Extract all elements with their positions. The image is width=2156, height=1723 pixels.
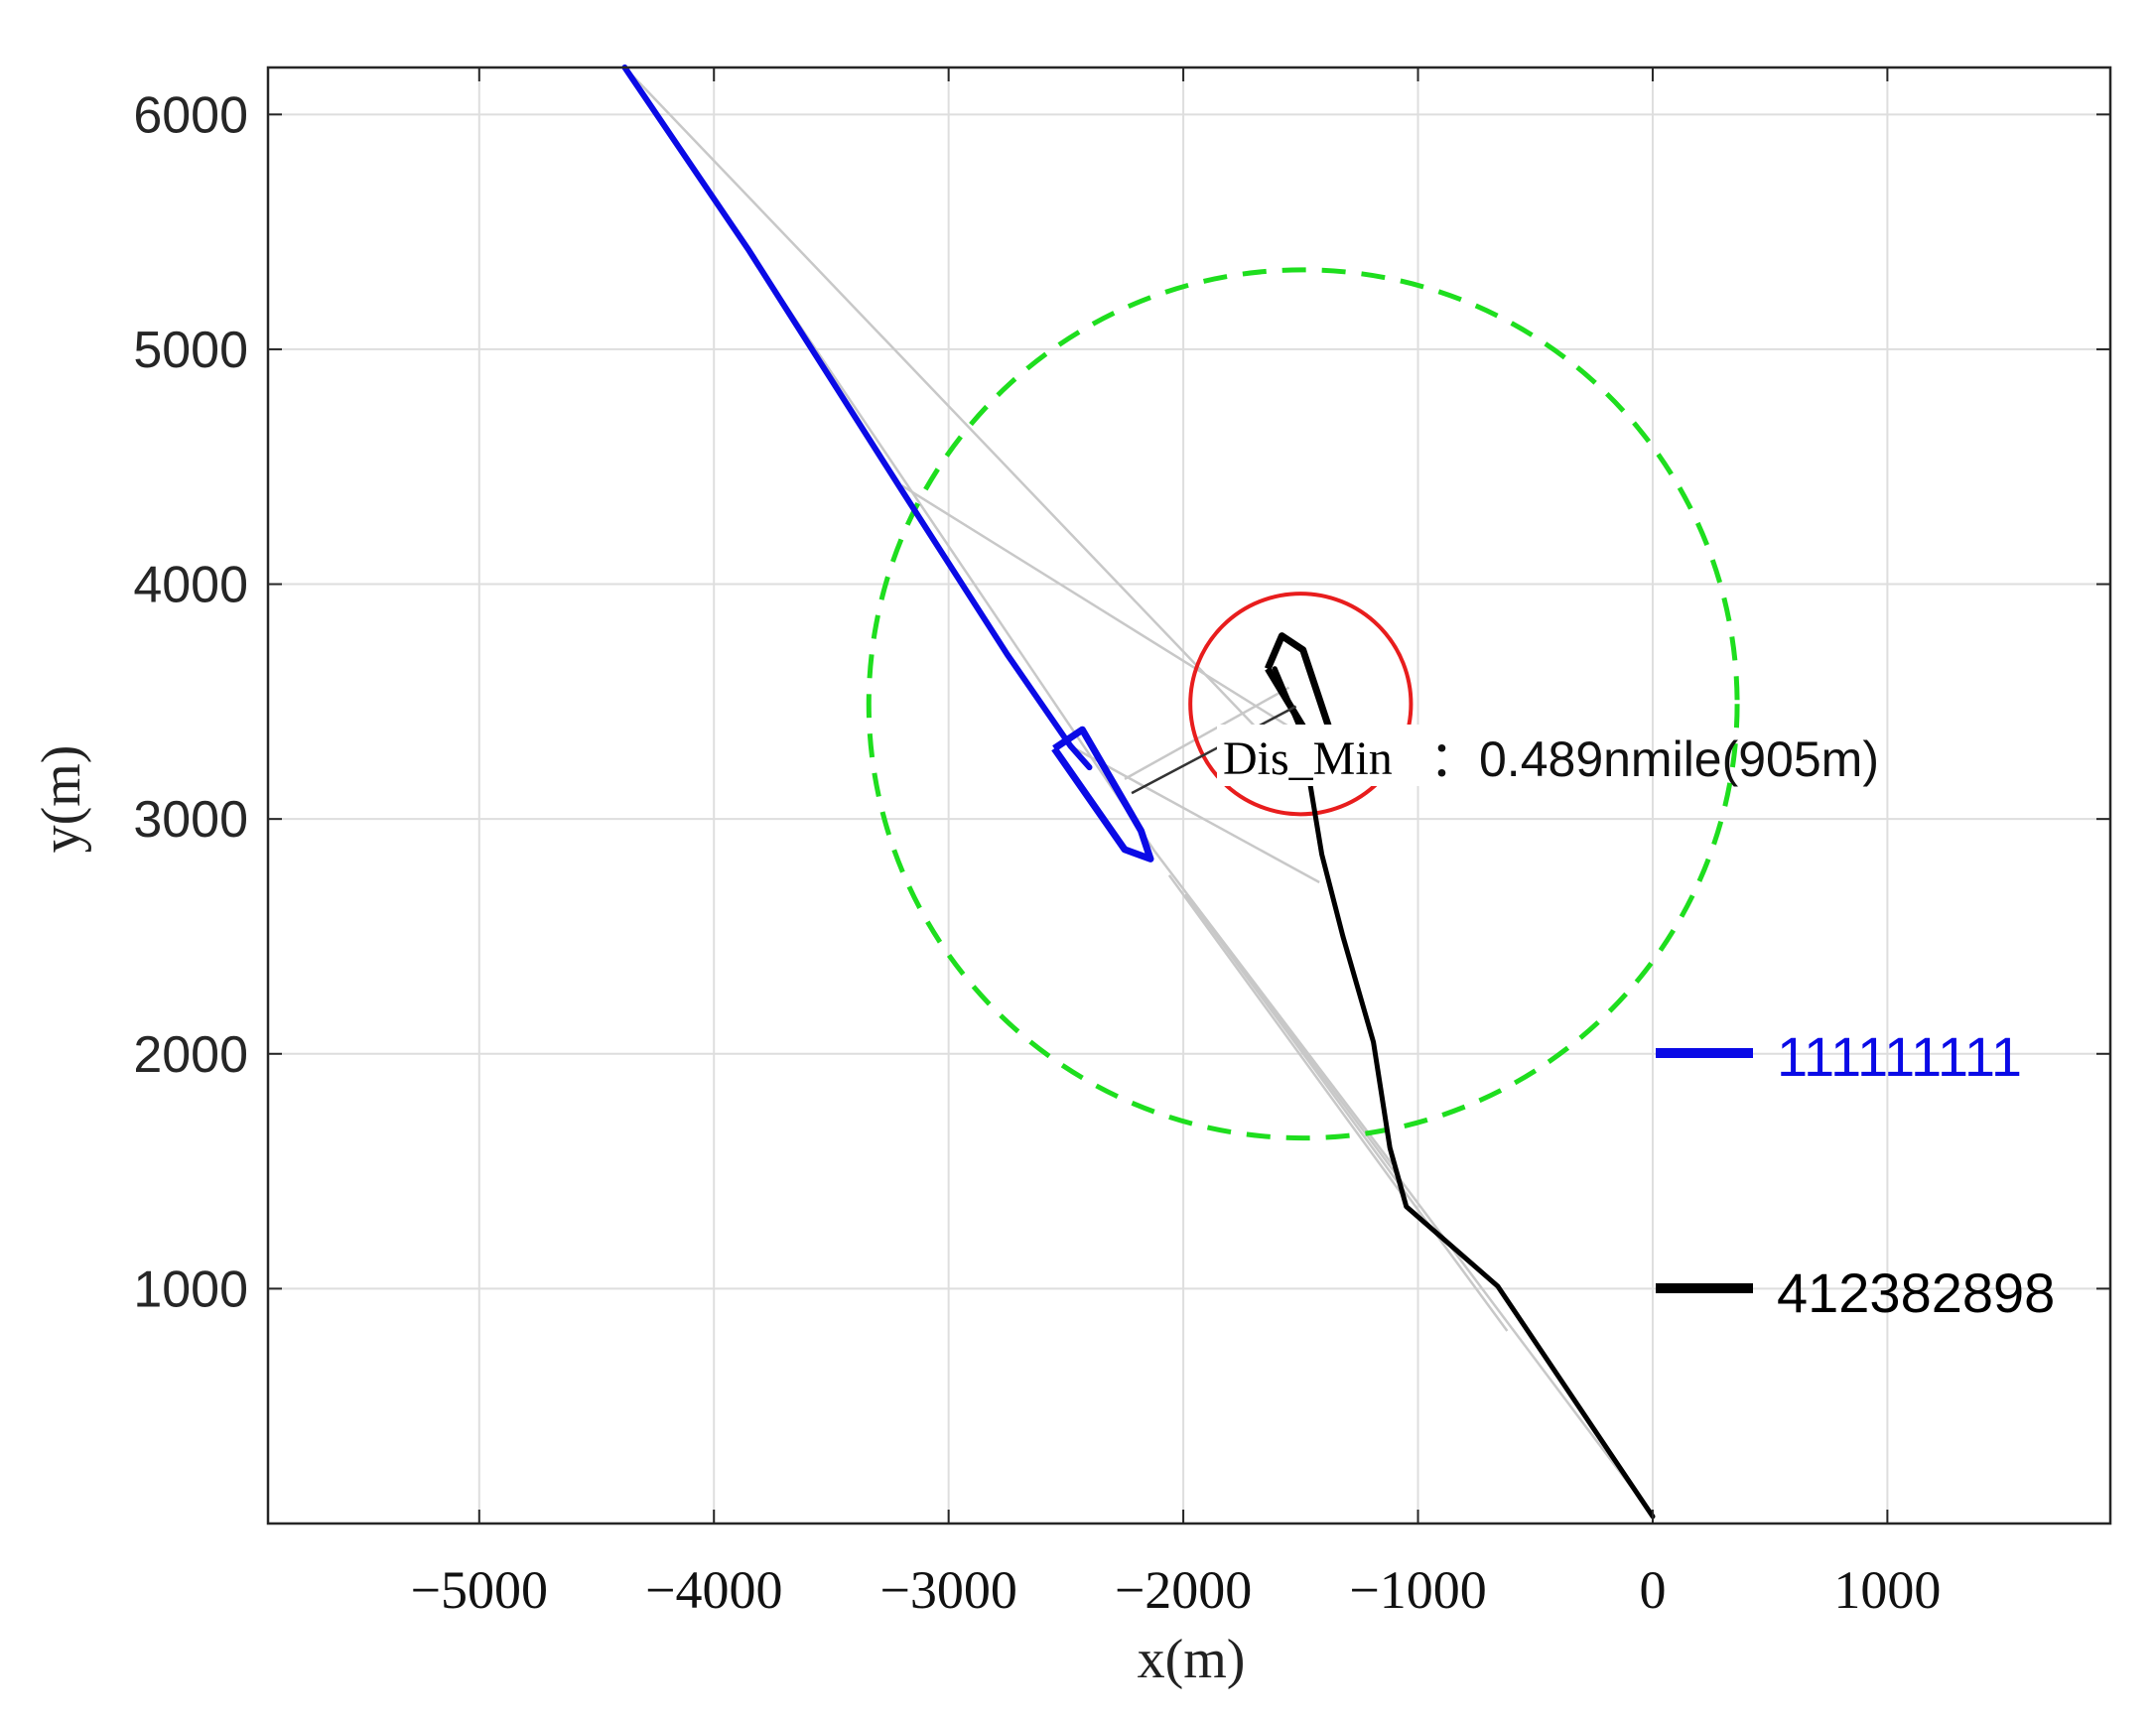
x-tick-label: 0 — [1639, 1560, 1666, 1620]
ship-marker-111111111 — [1051, 726, 1154, 862]
annotation-label: Dis_Min — [1223, 732, 1393, 785]
y-tick-label: 1000 — [133, 1260, 248, 1318]
annotation-leader-line — [1131, 705, 1297, 795]
y-tick-label: 4000 — [133, 557, 248, 614]
grey-link-line — [900, 484, 1306, 738]
x-tick-label: −3000 — [879, 1560, 1016, 1620]
grey-link-line — [623, 66, 1304, 778]
annotation-label-box — [1217, 725, 1429, 786]
grey-link-line — [1184, 893, 1653, 1516]
green-dashed-circle — [866, 267, 1740, 1141]
grey-link-lines — [623, 66, 1653, 1516]
x-tick-label: 1000 — [1833, 1560, 1941, 1620]
x-tick-label: −1000 — [1349, 1560, 1486, 1620]
legend: 111111111 412382898 — [1656, 1025, 2055, 1324]
x-tick-labels: −5000 −4000 −3000 −2000 −1000 0 1000 — [411, 1560, 1942, 1620]
min-distance-annotation: Dis_Min ：0.489nmile(905m) — [1131, 705, 1879, 795]
x-tick-label: −2000 — [1115, 1560, 1252, 1620]
grey-link-line — [1167, 874, 1406, 1198]
y-axis-label: y(m) — [31, 745, 92, 854]
x-tick-label: −5000 — [411, 1560, 548, 1620]
grid-lines — [268, 67, 2110, 1524]
grey-link-line — [1153, 851, 1394, 1165]
y-tick-labels: 1000 2000 3000 4000 5000 6000 — [133, 86, 248, 1318]
y-tick-label: 3000 — [133, 791, 248, 849]
axes-box — [266, 66, 2112, 1525]
ship-markers — [1051, 632, 1333, 862]
track-111111111 — [621, 65, 1093, 771]
y-tick-label: 5000 — [133, 322, 248, 379]
x-tick-label: −4000 — [645, 1560, 782, 1620]
red-circle — [1188, 592, 1414, 817]
grey-link-line — [1069, 744, 1320, 884]
grey-link-line — [1124, 686, 1290, 780]
x-axis-label: x(m) — [1138, 1629, 1246, 1690]
ship-marker-412382898 — [1264, 632, 1333, 738]
grey-link-line — [747, 249, 1156, 853]
plot-frame — [266, 66, 2112, 1525]
range-circles — [866, 267, 1740, 1141]
legend-label-111111111: 111111111 — [1777, 1025, 2022, 1088]
y-tick-label: 2000 — [133, 1026, 248, 1084]
y-tick-label: 6000 — [133, 86, 248, 144]
annotation-value: ：0.489nmile(905m) — [1429, 731, 1879, 787]
legend-label-412382898: 412382898 — [1777, 1261, 2055, 1324]
